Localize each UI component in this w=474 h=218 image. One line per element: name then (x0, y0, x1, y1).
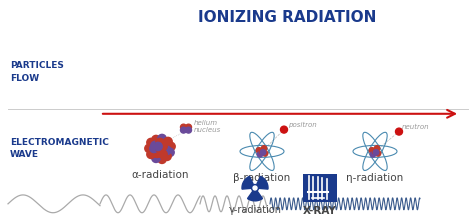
Text: neutron: neutron (402, 124, 429, 130)
Circle shape (167, 142, 175, 151)
Circle shape (153, 149, 161, 158)
Text: γ-radiation: γ-radiation (228, 205, 282, 215)
Circle shape (145, 144, 153, 153)
Circle shape (159, 150, 167, 158)
Circle shape (252, 184, 258, 191)
Text: IONIZING RADIATION: IONIZING RADIATION (198, 10, 376, 25)
Circle shape (185, 124, 191, 130)
Circle shape (395, 128, 402, 135)
Circle shape (185, 127, 191, 133)
Circle shape (152, 135, 160, 144)
Circle shape (163, 146, 171, 155)
Circle shape (161, 141, 169, 150)
Circle shape (150, 144, 158, 153)
Text: X-RAY: X-RAY (303, 206, 337, 216)
Circle shape (261, 146, 267, 151)
Circle shape (158, 134, 166, 143)
Circle shape (257, 152, 263, 157)
Circle shape (151, 141, 159, 150)
Text: α-radiation: α-radiation (131, 170, 189, 180)
Circle shape (262, 151, 268, 156)
Circle shape (158, 155, 166, 164)
Circle shape (370, 152, 376, 157)
Circle shape (156, 138, 164, 147)
Circle shape (369, 148, 375, 153)
Polygon shape (242, 176, 253, 189)
Circle shape (147, 150, 155, 158)
Circle shape (372, 149, 378, 154)
Polygon shape (247, 191, 263, 201)
Circle shape (159, 142, 167, 151)
Circle shape (256, 148, 262, 153)
Polygon shape (257, 176, 268, 189)
Circle shape (154, 142, 162, 151)
Circle shape (166, 148, 174, 157)
Text: η-radiation: η-radiation (346, 173, 404, 183)
Text: PARTICLES
FLOW: PARTICLES FLOW (10, 61, 64, 83)
Circle shape (164, 137, 172, 146)
Text: ELECTROMAGNETIC
WAVE: ELECTROMAGNETIC WAVE (10, 138, 109, 159)
Circle shape (259, 149, 265, 154)
Text: positron: positron (288, 121, 317, 128)
Circle shape (163, 152, 171, 160)
Circle shape (374, 146, 380, 151)
Circle shape (373, 150, 379, 155)
Circle shape (152, 154, 160, 162)
Text: β-radiation: β-radiation (233, 173, 291, 183)
Circle shape (181, 127, 186, 133)
Circle shape (147, 138, 155, 147)
Circle shape (156, 144, 164, 153)
Circle shape (181, 124, 186, 130)
Circle shape (253, 186, 257, 190)
Circle shape (375, 151, 381, 156)
Text: helium
nucleus: helium nucleus (194, 120, 221, 133)
FancyBboxPatch shape (303, 174, 337, 202)
Circle shape (260, 150, 266, 155)
Circle shape (281, 126, 288, 133)
